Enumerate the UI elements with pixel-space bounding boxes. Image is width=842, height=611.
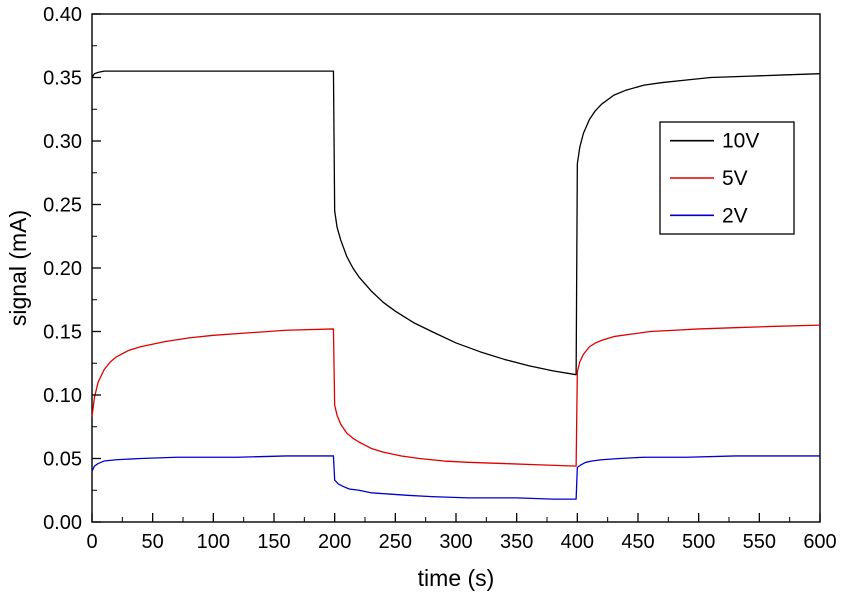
- x-tick-label: 400: [561, 531, 594, 553]
- axis-ticks: [91, 13, 821, 523]
- x-tick-label: 350: [500, 531, 533, 553]
- y-axis-title: signal (mA): [5, 210, 31, 326]
- y-tick-label: 0.15: [43, 322, 82, 344]
- legend-label-5V: 5V: [722, 167, 748, 190]
- x-tick-label: 100: [197, 531, 230, 553]
- plot-frame: [91, 13, 821, 523]
- x-tick-label: 200: [318, 531, 351, 553]
- x-tick-label: 600: [803, 531, 836, 553]
- x-tick-label: 300: [439, 531, 472, 553]
- x-tick-label: 150: [257, 531, 290, 553]
- x-tick-label: 250: [379, 531, 412, 553]
- series-lines: [91, 70, 821, 500]
- series-line-10V: [91, 70, 821, 376]
- y-tick-label: 0.30: [43, 131, 82, 153]
- y-tick-label: 0.10: [43, 385, 82, 407]
- x-tick-label: 50: [142, 531, 164, 553]
- legend: 10V 5V 2V: [659, 121, 795, 235]
- plot-border: [91, 13, 821, 523]
- legend-label-2V: 2V: [722, 204, 748, 227]
- x-tick-label: 0: [86, 531, 97, 553]
- y-tick-label: 0.05: [43, 449, 82, 471]
- x-tick-label: 500: [682, 531, 715, 553]
- y-tick-label: 0.00: [43, 512, 82, 534]
- y-tick-label: 0.40: [43, 4, 82, 26]
- x-tick-label: 550: [743, 531, 776, 553]
- axis-tick-labels: 0 50 100 150 200 250 300 350 400 450 500 550 600 0.00…: [43, 4, 837, 553]
- y-tick-label: 0.25: [43, 195, 82, 217]
- y-tick-label: 0.20: [43, 258, 82, 280]
- series-line-2V: [91, 455, 820, 500]
- y-tick-label: 0.35: [43, 68, 82, 90]
- x-tick-label: 450: [621, 531, 654, 553]
- x-axis-title: time (s): [418, 565, 495, 591]
- series-line-5V: [91, 324, 821, 467]
- legend-label-10V: 10V: [722, 130, 759, 153]
